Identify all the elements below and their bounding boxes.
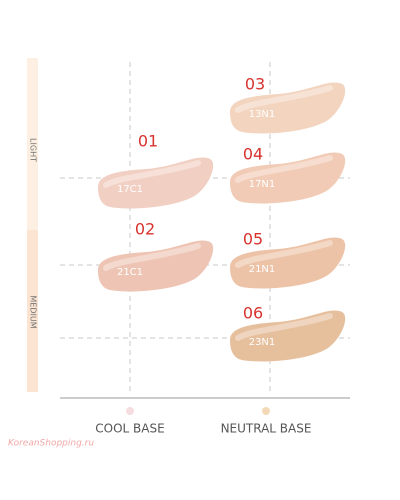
swatch-stroke [230,152,346,204]
base-label: NEUTRAL BASE [221,422,312,436]
swatch-highlight [235,85,333,113]
watermark: KoreanShopping.ru [8,439,94,449]
swatch-highlight [235,240,333,268]
swatch-number: 02 [135,220,155,239]
medium-band [27,230,38,392]
swatches: 17C1 01 21C1 02 13N1 03 17N1 04 21N1 05 23N1 06 [98,75,346,362]
side-label: LIGHT [29,138,38,162]
swatch-code: 23N1 [249,337,276,348]
swatch-code: 13N1 [249,109,276,120]
swatch: 21C1 [98,240,214,292]
swatch-number: 03 [245,75,265,94]
swatch-number: 06 [243,304,263,323]
swatch: 17C1 [98,157,214,209]
swatch-highlight [103,243,201,271]
swatch-number: 04 [243,145,263,164]
swatch-code: 21C1 [117,267,143,278]
swatch: 23N1 [230,310,346,362]
swatch-stroke [230,237,346,289]
swatch: 13N1 [230,82,346,134]
side-label: MEDIUM [29,295,38,328]
swatch: 17N1 [230,152,346,204]
swatch-code: 17N1 [249,179,276,190]
swatch: 21N1 [230,237,346,289]
swatch-stroke [230,310,346,362]
light-band [27,58,38,230]
swatch-number: 01 [138,132,158,151]
swatch-stroke [98,240,214,292]
swatch-highlight [103,160,201,188]
swatch-stroke [98,157,214,209]
swatch-highlight [235,155,333,183]
base-label: COOL BASE [95,422,164,436]
swatch-stroke [230,82,346,134]
swatch-code: 21N1 [249,264,276,275]
swatch-number: 05 [243,230,263,249]
base-dot [126,407,134,415]
base-dot [262,407,270,415]
swatch-code: 17C1 [117,184,143,195]
swatch-highlight [235,313,333,341]
